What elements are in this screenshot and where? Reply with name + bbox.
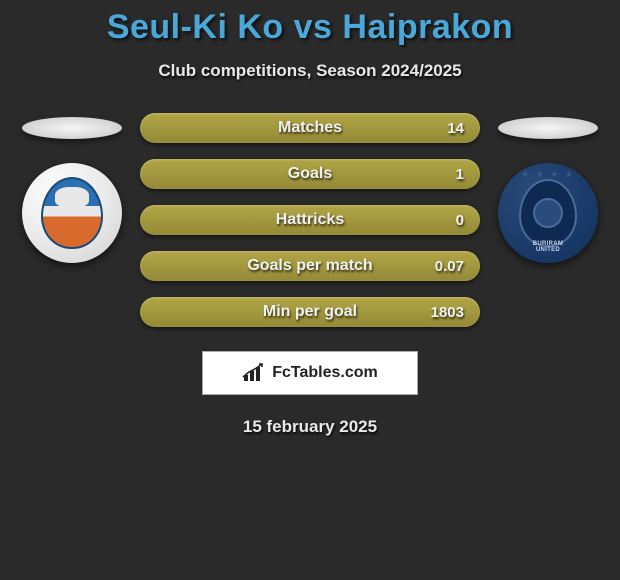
page-title: Seul-Ki Ko vs Haiprakon xyxy=(0,8,620,47)
stat-bar-min-per-goal: Min per goal 1803 xyxy=(140,297,480,327)
date-label: 15 february 2025 xyxy=(0,417,620,437)
stat-label: Matches xyxy=(278,119,342,137)
stat-value: 0.07 xyxy=(435,258,464,275)
left-player-placeholder xyxy=(22,117,122,139)
stat-value: 1803 xyxy=(431,304,464,321)
stats-column: Matches 14 Goals 1 Hattricks 0 Goals per… xyxy=(140,113,480,327)
main-row: Matches 14 Goals 1 Hattricks 0 Goals per… xyxy=(0,113,620,327)
stat-value: 1 xyxy=(456,166,464,183)
subtitle: Club competitions, Season 2024/2025 xyxy=(0,61,620,81)
stat-label: Goals xyxy=(288,165,332,183)
left-club-badge xyxy=(22,163,122,263)
stat-bar-hattricks: Hattricks 0 xyxy=(140,205,480,235)
right-column: ★ ★ ★ ★ BURIRAMUNITED xyxy=(498,113,598,263)
right-player-placeholder xyxy=(498,117,598,139)
brand-label: FcTables.com xyxy=(272,364,378,382)
stat-label: Hattricks xyxy=(276,211,344,229)
stat-label: Goals per match xyxy=(247,257,372,275)
stat-bar-goals: Goals 1 xyxy=(140,159,480,189)
stat-value: 0 xyxy=(456,212,464,229)
right-club-crest-icon xyxy=(519,179,577,247)
stat-bar-goals-per-match: Goals per match 0.07 xyxy=(140,251,480,281)
right-club-name-icon: BURIRAMUNITED xyxy=(498,241,598,253)
brand-box[interactable]: FcTables.com xyxy=(202,351,418,395)
left-column xyxy=(22,113,122,263)
stat-bar-matches: Matches 14 xyxy=(140,113,480,143)
stat-value: 14 xyxy=(447,120,464,137)
stat-label: Min per goal xyxy=(263,303,357,321)
comparison-card: Seul-Ki Ko vs Haiprakon Club competition… xyxy=(0,0,620,437)
left-club-crest-icon xyxy=(41,177,103,249)
bar-chart-icon xyxy=(242,363,268,383)
right-club-badge: ★ ★ ★ ★ BURIRAMUNITED xyxy=(498,163,598,263)
